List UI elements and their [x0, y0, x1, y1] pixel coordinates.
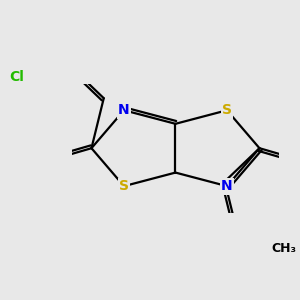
- Text: S: S: [119, 179, 129, 193]
- Text: S: S: [222, 103, 232, 117]
- Text: N: N: [221, 179, 233, 193]
- Text: N: N: [118, 103, 130, 117]
- Text: Cl: Cl: [10, 70, 25, 84]
- Text: CH₃: CH₃: [272, 242, 296, 255]
